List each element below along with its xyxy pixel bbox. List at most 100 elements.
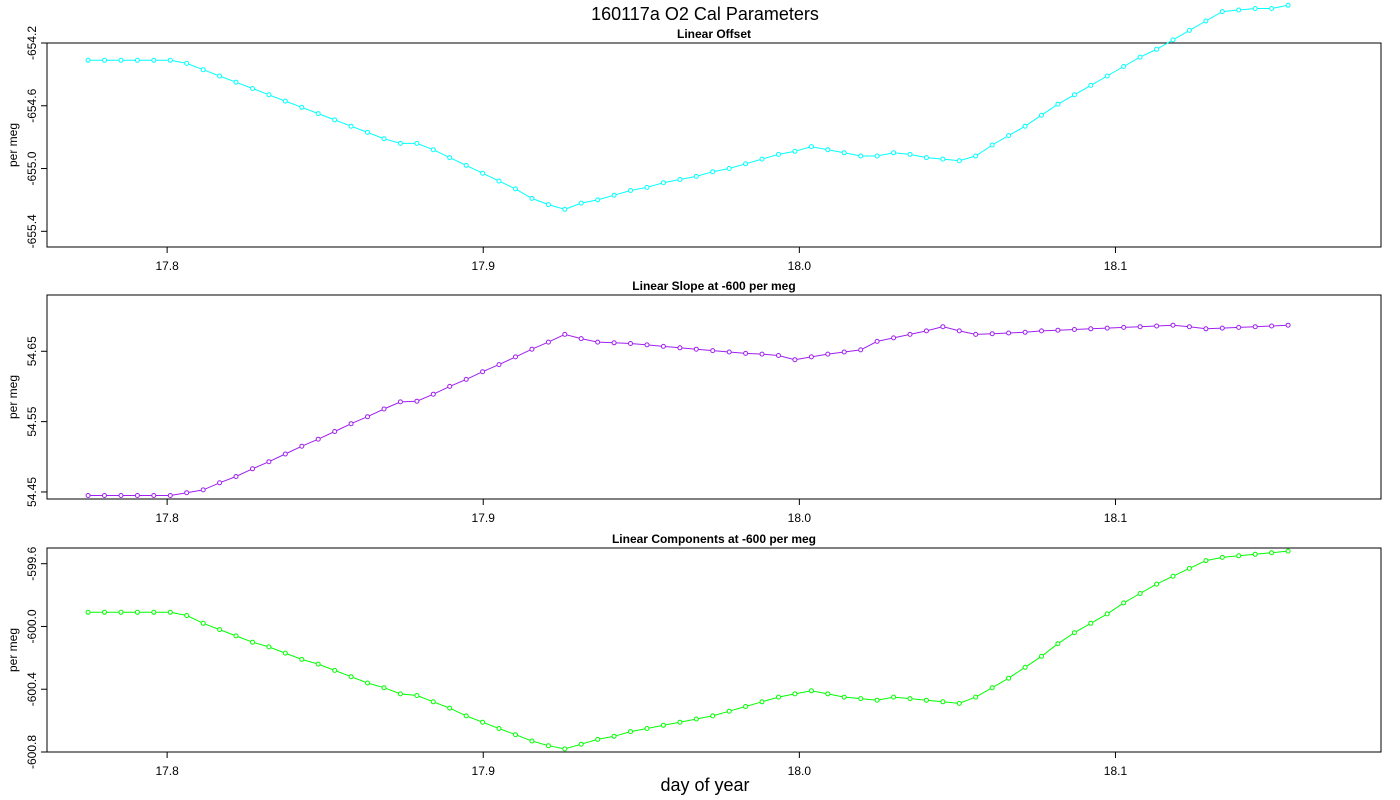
data-point [102, 609, 107, 615]
data-point [923, 328, 929, 334]
data-point [217, 480, 223, 486]
data-point [134, 609, 140, 615]
data-point [1154, 46, 1160, 52]
x-tick-label: 18.0 [788, 764, 812, 778]
data-point [447, 705, 453, 711]
x-tick-label: 17.9 [472, 259, 496, 273]
data-point [217, 73, 223, 79]
data-point [1071, 92, 1077, 98]
data-point [250, 466, 255, 472]
data-point [200, 620, 206, 626]
data-point [315, 436, 321, 442]
data-point [956, 328, 962, 334]
data-point [102, 493, 107, 498]
data-point [1121, 64, 1127, 69]
data-point [1088, 620, 1094, 626]
data-point [1170, 37, 1176, 43]
data-point [1186, 27, 1192, 33]
data-point [480, 719, 486, 725]
data-point [808, 354, 814, 360]
data-point [578, 200, 584, 206]
data-point [1104, 73, 1110, 79]
data-point [1269, 6, 1275, 11]
data-point [85, 609, 91, 615]
data-point [776, 694, 781, 700]
data-point [726, 708, 732, 714]
data-point [1006, 330, 1012, 336]
data-point [447, 155, 453, 161]
data-point [858, 153, 864, 159]
y-tick-label: 54.45 [25, 477, 39, 507]
data-point [841, 349, 847, 355]
data-point [414, 693, 420, 698]
data-point [266, 644, 272, 650]
data-point [1219, 325, 1225, 331]
y-tick-label: -654.6 [25, 88, 39, 122]
y-axis-label: per meg [6, 123, 20, 167]
data-point [184, 60, 190, 66]
data-point [759, 351, 765, 357]
data-point [545, 202, 551, 208]
series-linear-offset [85, 2, 1291, 212]
data-point [496, 178, 502, 184]
data-point [1039, 653, 1044, 659]
data-point [332, 117, 338, 123]
data-point [628, 341, 633, 346]
data-point [595, 736, 601, 742]
panel-title: Linear Offset [677, 27, 751, 41]
data-point [134, 57, 140, 63]
data-point [299, 104, 305, 110]
data-point [907, 696, 913, 702]
data-point [529, 346, 535, 352]
data-point [447, 383, 453, 389]
x-tick-label: 17.8 [155, 511, 179, 525]
y-tick-label: -599.6 [25, 546, 39, 580]
y-ticks: 54.45 54.55 54.65 [25, 336, 47, 507]
data-point [1219, 9, 1225, 15]
data-point [184, 490, 190, 496]
data-point [513, 186, 518, 192]
x-ticks: 17.8 17.9 18.0 18.1 [155, 247, 1127, 273]
data-point [332, 667, 338, 673]
data-point [430, 147, 436, 153]
data-point [973, 331, 979, 337]
y-ticks: -599.6 -600.0 -600.4 -600.8 [25, 546, 47, 769]
data-point [973, 153, 979, 159]
data-point [1137, 591, 1143, 596]
data-point [825, 147, 831, 153]
data-point [1236, 7, 1242, 13]
x-tick-label: 18.1 [1104, 764, 1128, 778]
data-point [989, 142, 995, 148]
data-point [644, 184, 650, 190]
data-point [1269, 550, 1275, 556]
data-point [118, 609, 124, 615]
data-point [907, 151, 913, 157]
data-point [1285, 2, 1291, 8]
data-point [1186, 565, 1192, 571]
x-tick-label: 18.0 [788, 259, 812, 273]
y-axis-label: per meg [6, 375, 20, 419]
data-point [200, 487, 206, 493]
data-point [562, 331, 568, 337]
series-line [88, 4, 1289, 210]
data-point [923, 155, 929, 161]
data-point [940, 324, 946, 330]
data-point [365, 129, 370, 135]
data-point [1121, 324, 1127, 330]
data-point [578, 741, 584, 747]
data-point [118, 57, 124, 63]
data-point [1022, 123, 1028, 129]
data-point [808, 688, 814, 694]
data-point [693, 173, 699, 179]
data-point [1104, 611, 1110, 617]
data-point [1170, 573, 1176, 579]
data-point [151, 609, 157, 615]
data-point [1055, 101, 1061, 107]
data-point [1071, 630, 1077, 636]
figure-title: 160117a O2 Cal Parameters [591, 4, 819, 24]
data-point [940, 699, 946, 705]
data-point [397, 399, 403, 405]
data-point [282, 650, 288, 656]
data-point [1154, 323, 1160, 329]
